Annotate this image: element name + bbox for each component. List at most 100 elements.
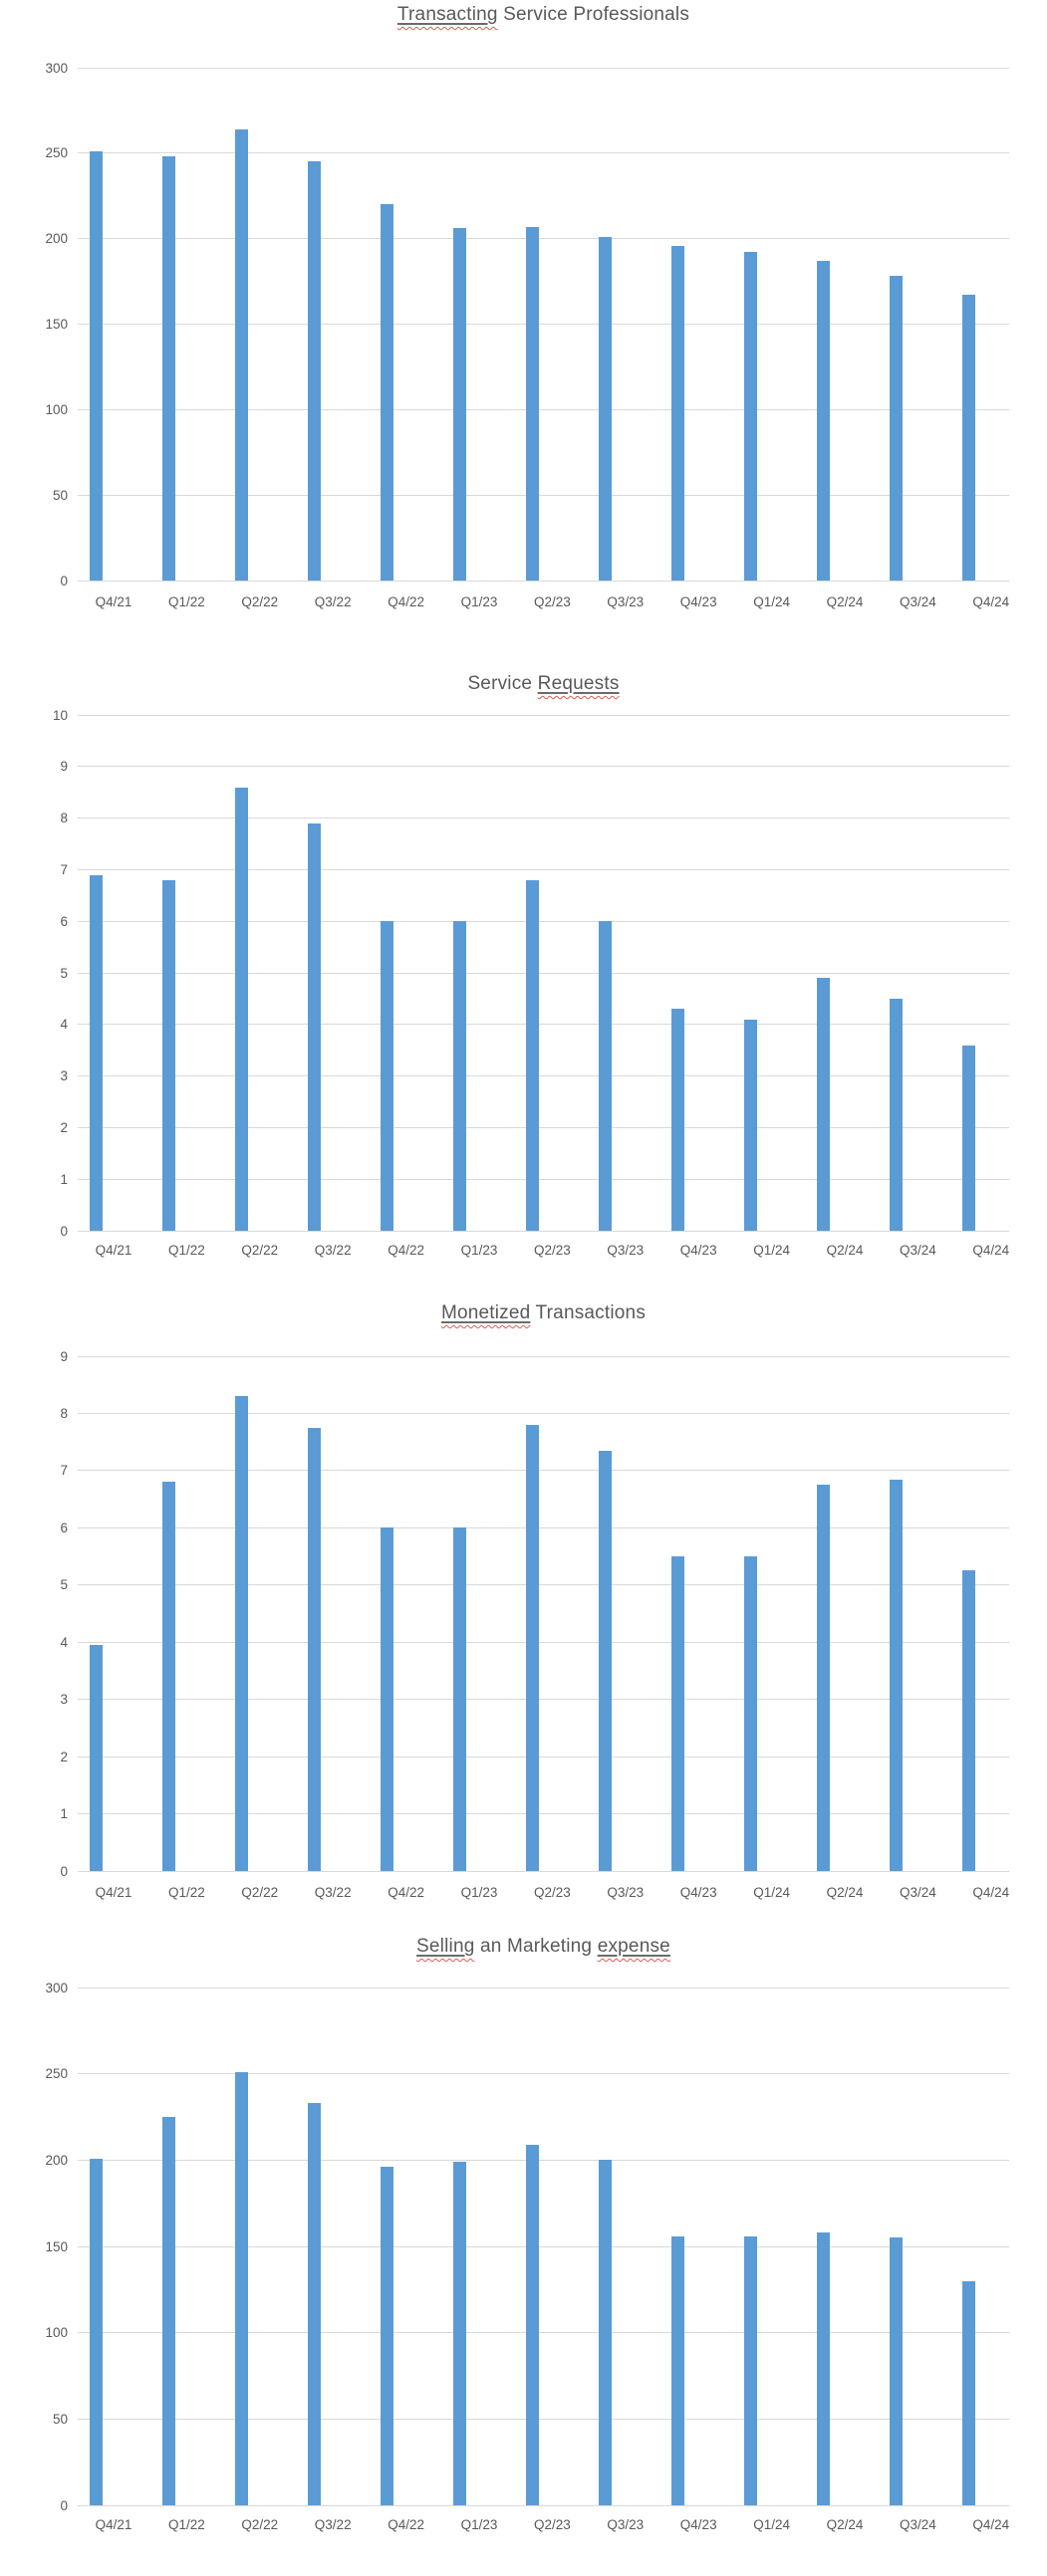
x-axis-tick-label: Q4/23: [679, 2517, 717, 2532]
x-axis-tick-label: Q4/22: [388, 594, 424, 609]
x-axis-tick-label: Q1/22: [168, 1885, 205, 1900]
bar-Q4-24: [961, 1045, 975, 1231]
y-axis-tick-label: 7: [60, 861, 68, 877]
gridline: [78, 1470, 1009, 1472]
y-axis-tick-label: 5: [60, 965, 68, 981]
y-axis-tick-label: 100: [45, 2325, 68, 2341]
bar-Q4-22: [380, 1527, 393, 1871]
bar-Q2-24: [816, 978, 830, 1231]
gridline: [78, 1756, 1009, 1757]
misspelled-word: Requests: [538, 673, 620, 694]
x-axis-tick-label: Q3/22: [314, 594, 352, 609]
gridline: [78, 494, 1009, 496]
y-axis-tick-label: 3: [60, 1692, 68, 1708]
x-axis-tick-label: Q4/23: [679, 1885, 717, 1900]
bar-Q2-24: [816, 2232, 830, 2505]
bar-Q4-24: [961, 1570, 975, 1871]
bar-Q3-23: [598, 236, 612, 581]
bar-Q3-22: [307, 1427, 321, 1871]
x-axis-tick-label: Q2/23: [534, 2517, 571, 2532]
bar-Q1-22: [161, 879, 175, 1231]
x-axis-tick-label: Q3/23: [607, 1885, 645, 1900]
x-axis-tick-label: Q3/22: [314, 1885, 352, 1900]
gridline: [78, 2159, 1009, 2161]
spellcheck-squiggle: Requests: [537, 673, 620, 694]
x-axis-tick-label: Q1/24: [753, 2517, 790, 2532]
gridline: [78, 818, 1009, 820]
x-axis-tick-label: Q1/23: [460, 1885, 498, 1900]
y-axis-tick-label: 2: [60, 1749, 68, 1764]
x-axis-tick-label: Q3/23: [607, 2517, 645, 2532]
y-axis-tick-label: 1: [60, 1806, 68, 1822]
x-axis-tick-label: Q2/24: [826, 2517, 864, 2532]
misspelled-word: Transacting: [397, 4, 498, 25]
y-axis-tick-label: 50: [52, 487, 68, 503]
x-axis-tick-label: Q2/23: [534, 1885, 571, 1900]
gridline: [78, 1870, 1009, 1872]
gridline: [78, 1526, 1009, 1528]
x-axis-tick-label: Q3/22: [314, 2517, 352, 2532]
bar-Q2-22: [234, 2071, 248, 2505]
y-axis-tick-label: 3: [60, 1068, 68, 1084]
gridline: [78, 2073, 1009, 2075]
x-axis-tick-label: Q4/24: [972, 594, 1010, 609]
x-axis-tick-label: Q4/24: [972, 2517, 1010, 2532]
misspelled-word: Monetized: [441, 1302, 530, 1323]
bar-Q1-24: [743, 2235, 757, 2505]
bar-Q1-23: [452, 921, 466, 1231]
y-axis-tick-label: 10: [52, 707, 68, 723]
y-axis-tick-label: 50: [52, 2411, 68, 2427]
bar-Q3-24: [889, 1479, 903, 1871]
x-axis-tick-label: Q4/21: [95, 2517, 132, 2532]
bar-Q2-23: [525, 226, 539, 581]
bar-Q4-22: [380, 2167, 393, 2505]
y-axis-tick-label: 200: [45, 2152, 68, 2168]
y-axis-tick-label: 250: [45, 145, 68, 161]
bar-Q4-24: [961, 2280, 975, 2505]
x-axis-tick-label: Q4/21: [95, 1885, 132, 1900]
bar-Q3-23: [598, 2160, 612, 2505]
x-axis-tick-label: Q2/22: [241, 1885, 279, 1900]
x-axis-tick-label: Q4/22: [388, 1885, 424, 1900]
y-axis-tick-label: 8: [60, 1405, 68, 1421]
bar-Q4-21: [89, 874, 103, 1231]
gridline: [78, 580, 1009, 582]
x-axis-tick-label: Q2/23: [534, 1243, 571, 1258]
bar-Q1-23: [452, 1527, 466, 1871]
x-axis-tick-label: Q2/24: [826, 1243, 864, 1258]
x-axis-tick-label: Q4/22: [388, 2517, 424, 2532]
bar-Q3-24: [889, 2237, 903, 2505]
bar-Q2-22: [234, 1396, 248, 1871]
y-axis-tick-label: 6: [60, 1520, 68, 1535]
chart-title: Monetized Transactions: [440, 1302, 647, 1323]
bar-Q4-23: [670, 1009, 684, 1231]
bar-Q4-21: [89, 1645, 103, 1871]
bar-Q3-22: [307, 2103, 321, 2505]
x-axis-tick-label: Q1/24: [753, 1243, 790, 1258]
bar-Q1-24: [743, 252, 757, 581]
y-axis-tick-label: 5: [60, 1577, 68, 1593]
y-axis-tick-label: 0: [60, 1863, 68, 1879]
bar-Q3-24: [889, 276, 903, 581]
y-axis-tick-label: 150: [45, 2238, 68, 2254]
gridline: [78, 408, 1009, 410]
x-axis-tick-label: Q4/23: [679, 594, 717, 609]
x-axis-tick-label: Q2/24: [826, 594, 864, 609]
bar-Q4-23: [670, 1556, 684, 1871]
chart-title: Selling an Marketing expense: [416, 1936, 670, 1957]
bar-Q3-22: [307, 822, 321, 1231]
x-axis-tick-label: Q2/23: [534, 594, 571, 609]
spellcheck-squiggle: Monetized: [440, 1302, 531, 1323]
y-axis-tick-label: 100: [45, 401, 68, 417]
x-axis-tick-label: Q1/22: [168, 2517, 205, 2532]
bar-Q4-21: [89, 2158, 103, 2505]
bar-Q4-23: [670, 2235, 684, 2505]
gridline: [78, 1355, 1009, 1357]
gridline: [78, 1641, 1009, 1643]
gridline: [78, 2504, 1009, 2506]
x-axis-tick-label: Q3/23: [607, 1243, 645, 1258]
bar-Q2-24: [816, 260, 830, 581]
gridline: [78, 920, 1009, 922]
x-axis-tick-label: Q1/22: [168, 594, 205, 609]
bar-Q1-24: [743, 1556, 757, 1871]
